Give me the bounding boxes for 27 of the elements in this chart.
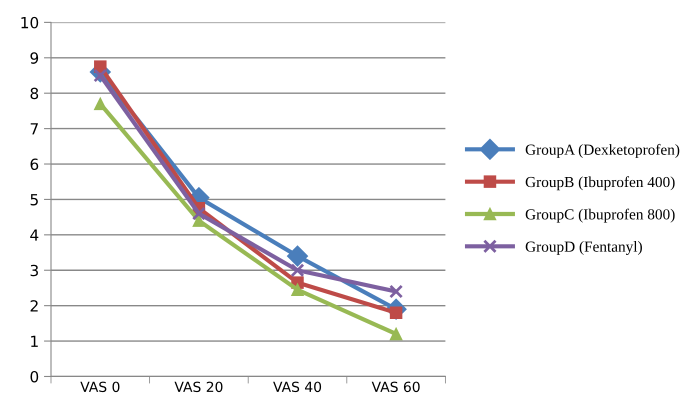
point — [94, 98, 107, 110]
point — [290, 263, 304, 278]
y-tick-label: 5 — [30, 194, 38, 206]
x-tick-label: VAS 0 — [80, 382, 120, 392]
y-tick-label: 4 — [30, 230, 38, 241]
y-tick-label: 6 — [30, 158, 38, 170]
point — [192, 214, 206, 227]
y-tick-label: 8 — [30, 88, 38, 100]
legend-label: GroupB (Ibuprofen 400) — [526, 176, 675, 190]
point — [291, 283, 304, 296]
y-tick-label: 0 — [30, 370, 38, 382]
point — [389, 284, 404, 298]
y-tick-label: 2 — [30, 300, 38, 312]
y-tick-label: 9 — [30, 52, 38, 64]
y-tick-label: 10 — [21, 16, 38, 28]
y-tick-label: 1 — [31, 336, 38, 347]
legend-label: GroupD (Fentanyl) — [526, 241, 642, 255]
x-tick-label: VAS 20 — [174, 382, 222, 392]
point — [390, 328, 402, 340]
legend-label: GroupA (Dexketoprofen) — [526, 144, 680, 158]
point — [286, 246, 308, 267]
x-tick-label: VAS 40 — [273, 382, 322, 392]
y-tick-label: 7 — [30, 123, 38, 134]
y-tick-label: 3 — [30, 264, 38, 276]
legend-label: GroupC (Ibuprofen 800) — [526, 208, 675, 223]
x-tick-label: VAS 60 — [372, 382, 420, 392]
point — [192, 206, 206, 221]
